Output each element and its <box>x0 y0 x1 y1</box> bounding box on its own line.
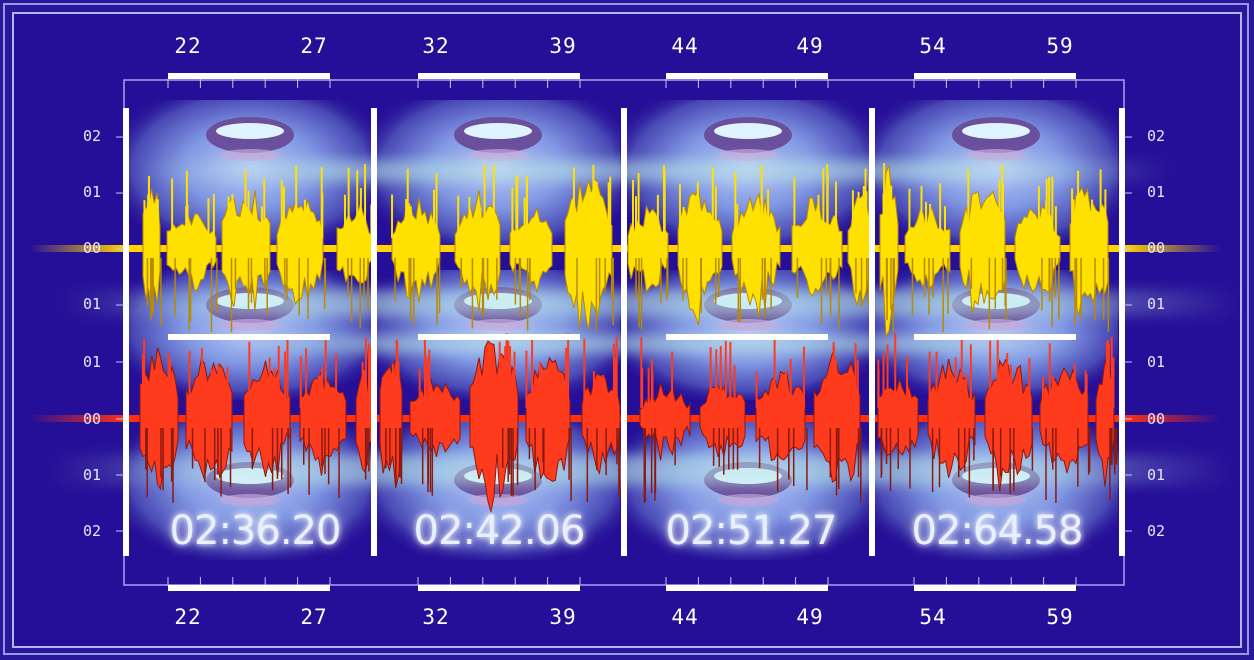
panel-divider <box>869 108 875 556</box>
top-ruler-label: 22 <box>174 34 202 58</box>
panel-dividers <box>123 108 1125 556</box>
bottom-ruler-label: 54 <box>919 605 947 629</box>
waveform-burst <box>166 213 217 292</box>
middle-ruler-bar <box>914 334 1076 340</box>
teeth-shape <box>216 123 284 139</box>
mist-streak <box>60 290 1240 316</box>
bottom-ruler-label: 39 <box>549 605 577 629</box>
lip-shape <box>468 319 528 331</box>
left-scale-label: 01 <box>82 353 102 371</box>
mist-streak <box>50 455 1230 485</box>
panel-divider <box>621 108 627 556</box>
bottom-ruler-bar <box>914 585 1076 591</box>
waveform-burst <box>276 198 324 306</box>
right-scale-label: 01 <box>1146 466 1166 484</box>
lip-shape <box>220 149 280 161</box>
waveform-burst <box>677 187 723 326</box>
mist-streak <box>130 160 1170 182</box>
waveform-burst <box>454 189 501 311</box>
lip-shape <box>220 319 280 331</box>
top-ruler-label: 39 <box>549 34 577 58</box>
left-scale-label: 01 <box>82 466 102 484</box>
bottom-ruler-bar <box>168 585 330 591</box>
top-ruler-label: 59 <box>1046 34 1074 58</box>
bottom-ruler-label: 22 <box>174 605 202 629</box>
panel-divider <box>371 108 377 556</box>
left-scale-label: 00 <box>82 410 102 428</box>
bottom-ruler-bar <box>418 585 580 591</box>
top-ruler-bar <box>914 73 1076 79</box>
bottom-ruler-label: 44 <box>671 605 699 629</box>
right-scale-label: 00 <box>1146 239 1166 257</box>
upper-waveform <box>142 163 1110 339</box>
teeth-shape <box>962 123 1030 139</box>
left-scale-label: 01 <box>82 183 102 201</box>
timecode: 02:42.06 <box>413 508 586 554</box>
ruler-bars <box>116 73 1132 591</box>
lip-shape <box>468 149 528 161</box>
panel-divider <box>123 108 129 556</box>
waveform-burst <box>299 370 347 476</box>
top-ruler-bar <box>418 73 580 79</box>
teeth-shape <box>714 123 782 139</box>
right-scale-label: 01 <box>1146 353 1166 371</box>
right-scale-label: 00 <box>1146 410 1166 428</box>
top-ruler-label: 27 <box>300 34 328 58</box>
middle-ruler-bar <box>666 334 828 340</box>
top-ruler-label: 32 <box>422 34 450 58</box>
top-ruler-label: 44 <box>671 34 699 58</box>
lip-shape <box>220 494 280 506</box>
right-scale-label: 02 <box>1146 127 1166 145</box>
middle-ruler-bar <box>418 334 580 340</box>
lip-shape <box>718 149 778 161</box>
panel-divider <box>1119 108 1125 556</box>
timecode: 02:36.20 <box>169 508 342 554</box>
bottom-ruler-label: 27 <box>300 605 328 629</box>
lip-shape <box>718 319 778 331</box>
lip-shape <box>966 494 1026 506</box>
lip-shape <box>966 319 1026 331</box>
top-ruler-bar <box>666 73 828 79</box>
lip-shape <box>468 494 528 506</box>
timecode: 02:51.27 <box>665 508 838 554</box>
top-ruler-bar <box>168 73 330 79</box>
waveform-burst <box>221 190 271 311</box>
left-scale-label: 00 <box>82 239 102 257</box>
top-ruler-label: 54 <box>919 34 947 58</box>
bottom-ruler-bar <box>666 585 828 591</box>
bottom-ruler-label: 49 <box>796 605 824 629</box>
outer-border <box>3 3 1249 655</box>
lip-shape <box>718 494 778 506</box>
right-scale-label: 01 <box>1146 183 1166 201</box>
bottom-ruler-label: 59 <box>1046 605 1074 629</box>
bottom-ruler-label: 32 <box>422 605 450 629</box>
waveform-burst <box>813 351 861 483</box>
waveform-burst <box>755 370 806 462</box>
left-scale-label: 01 <box>82 295 102 313</box>
left-scale-label: 02 <box>82 522 102 540</box>
middle-ruler-bar <box>168 334 330 340</box>
left-scale-label: 02 <box>82 127 102 145</box>
top-ruler-label: 49 <box>796 34 824 58</box>
lip-shape <box>966 149 1026 161</box>
right-scale-label: 01 <box>1146 295 1166 313</box>
teeth-shape <box>464 123 532 139</box>
right-scale-label: 02 <box>1146 522 1166 540</box>
timecode: 02:64.58 <box>911 508 1084 554</box>
